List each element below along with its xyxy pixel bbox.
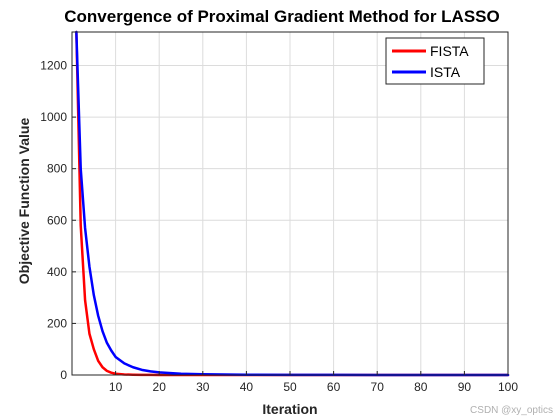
x-axis-label: Iteration: [262, 401, 317, 417]
y-tick-label: 1000: [40, 110, 67, 124]
y-tick-label: 800: [47, 162, 67, 176]
x-tick-label: 40: [240, 380, 254, 394]
x-tick-label: 20: [153, 380, 167, 394]
x-tick-label: 30: [196, 380, 210, 394]
x-tick-label: 100: [498, 380, 518, 394]
legend-label-fista: FISTA: [430, 43, 469, 59]
x-tick-label: 70: [371, 380, 385, 394]
x-axis-ticks: 10 20 30 40 50 60 70 80 90 100: [109, 371, 518, 394]
legend-box: [385, 37, 485, 85]
watermark: CSDN @xy_optics: [470, 405, 553, 416]
x-tick-label: 90: [458, 380, 472, 394]
y-axis-ticks: 0 200 400 600 800 1000 1200: [40, 59, 76, 382]
legend: FISTA ISTA: [385, 37, 485, 85]
y-tick-label: 1200: [40, 59, 67, 73]
y-axis-label: Objective Function Value: [16, 118, 32, 285]
y-tick-label: 600: [47, 213, 67, 227]
legend-label-ista: ISTA: [430, 64, 461, 80]
y-tick-label: 0: [60, 368, 67, 382]
chart-title: Convergence of Proximal Gradient Method …: [64, 7, 499, 26]
x-tick-label: 60: [327, 380, 341, 394]
y-tick-label: 400: [47, 265, 67, 279]
x-tick-label: 80: [414, 380, 428, 394]
x-tick-label: 10: [109, 380, 123, 394]
y-tick-label: 200: [47, 316, 67, 330]
x-tick-label: 50: [283, 380, 297, 394]
